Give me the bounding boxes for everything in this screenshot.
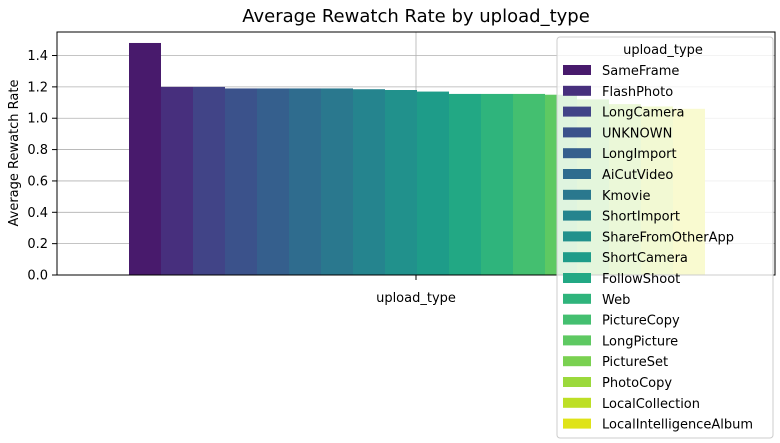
legend-swatch [563,210,591,221]
bar-unknown [225,88,257,275]
legend-label: LocalCollection [602,397,700,412]
legend-swatch [563,169,591,179]
bar-flashphoto [161,86,193,275]
y-axis: 0.0 0.2 0.4 0.6 0.8 1.0 1.2 1.4 [27,49,57,284]
bar-sameframe [129,42,161,275]
legend-label: FlashPhoto [602,85,673,100]
legend-label: PictureCopy [602,314,680,329]
bar-shortimport [353,89,385,275]
legend-label: PhotoCopy [602,376,672,391]
legend-swatch [563,335,591,346]
legend-swatch [563,418,591,429]
legend-label: LongCamera [602,106,684,121]
legend-swatch [563,65,591,75]
legend-swatch [563,189,591,200]
legend-swatch [563,106,591,117]
y-tick-label: 1.4 [27,49,48,64]
legend-items: SameFrame FlashPhoto LongCamera UNKNOWN Long… [563,64,753,433]
legend-label: ShortImport [602,210,680,225]
y-tick-label: 1.2 [27,80,48,95]
legend-label: ShortCamera [602,251,688,266]
bar-longcamera [193,86,225,275]
y-tick-label: 0.8 [27,143,48,158]
bar-web [481,93,513,275]
legend-swatch [563,356,591,367]
bar-picturecopy [513,93,545,275]
legend: upload_type SameFrame FlashPhoto LongCamer… [556,36,774,439]
legend-swatch [563,148,591,159]
legend-swatch [563,252,591,263]
legend-box [556,36,774,439]
legend-label: AiCutVideo [602,168,673,183]
legend-swatch [563,85,591,96]
y-tick-label: 1.0 [27,112,48,127]
legend-label: UNKNOWN [602,126,672,141]
legend-swatch [563,314,591,325]
legend-label: FollowShoot [602,272,680,287]
y-tick-label: 0.6 [27,174,48,189]
legend-label: LongPicture [602,334,678,349]
legend-label: LocalIntelligenceAlbum [602,418,753,433]
legend-label: Kmovie [602,189,650,204]
bar-longimport [257,88,289,275]
legend-title: upload_type [623,43,703,58]
legend-swatch [563,377,591,387]
bar-kmovie [321,88,353,275]
legend-swatch [563,397,591,408]
x-axis-label: upload_type [376,291,456,306]
legend-swatch [563,293,591,304]
legend-swatch [563,231,591,242]
legend-label: SameFrame [602,64,679,79]
legend-label: LongImport [602,147,677,162]
y-axis-label: Average Rewatch Rate [7,80,22,227]
y-tick-label: 0.4 [27,206,48,221]
chart-title: Average Rewatch Rate by upload_type [242,6,590,27]
legend-label: ShareFromOtherApp [602,230,734,245]
bar-shortcamera [417,91,449,276]
legend-swatch [563,273,591,283]
y-tick-label: 0.2 [27,237,48,252]
legend-label: Web [602,293,630,308]
y-tick-label: 0.0 [27,269,48,284]
bar-followshoot [449,93,481,275]
bar-aicutvideo [289,88,321,275]
bar-sharefromotherapp [385,90,417,275]
legend-label: PictureSet [602,355,668,370]
legend-swatch [563,127,591,138]
